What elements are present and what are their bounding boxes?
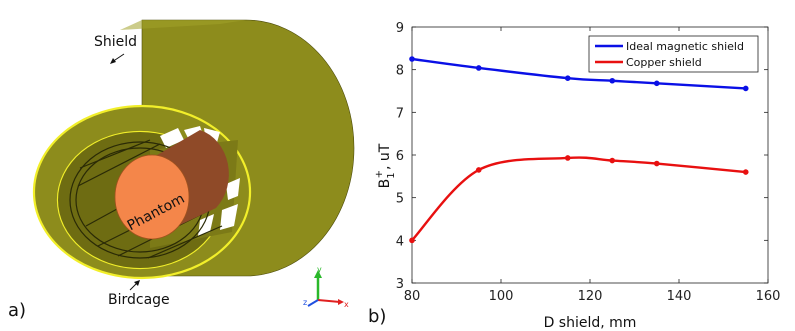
copper-shield-point xyxy=(609,157,616,164)
y-tick-label: 8 xyxy=(396,64,404,79)
shield-annotation: Shield xyxy=(94,34,137,50)
copper-shield-point xyxy=(653,160,660,167)
axis-y-label: y xyxy=(317,265,322,274)
axes-triad-icon: y x z xyxy=(303,265,349,309)
ideal-magnetic-shield-line xyxy=(411,57,746,90)
copper-shield-point xyxy=(409,237,415,244)
axis-x-label: x xyxy=(344,300,349,309)
birdcage-annotation: Birdcage xyxy=(108,292,170,308)
shield-top-highlight xyxy=(120,20,246,30)
legend-box xyxy=(588,35,759,73)
x-tick-label: 120 xyxy=(578,289,603,304)
birdcage-pointer-arrow-icon xyxy=(134,280,140,286)
ideal-magnetic-shield-point xyxy=(653,80,660,87)
copper-shield-legend-label: Copper shield xyxy=(626,56,702,69)
phantom-face xyxy=(114,154,190,240)
ideal-magnetic-shield-point xyxy=(409,56,415,62)
x-tick-label: 140 xyxy=(667,289,692,304)
svg-text:B1+, uT: B1+, uT xyxy=(374,143,397,188)
copper-shield-point xyxy=(475,167,482,173)
y-tick-label: 5 xyxy=(396,192,404,207)
b1-vs-shield-diameter-chart: 80 100 120 140 160 3 4 5 6 7 8 9 Ideal magnetic shi… xyxy=(374,21,780,331)
copper-shield-point xyxy=(564,155,571,161)
x-tick-label: 160 xyxy=(756,289,781,304)
y-tick-label: 9 xyxy=(396,21,404,36)
x-axis-label: D shield, mm xyxy=(544,315,637,331)
x-tick-label: 80 xyxy=(404,289,421,304)
ideal-magnetic-shield-point xyxy=(475,65,482,71)
chart-legend: Ideal magnetic shield Copper shield xyxy=(588,35,759,73)
panel-a-label: a) xyxy=(8,300,27,321)
chart-series xyxy=(409,56,749,244)
ideal-magnetic-shield-point xyxy=(564,75,571,81)
chart-axes: 80 100 120 140 160 3 4 5 6 7 8 9 xyxy=(396,21,781,304)
copper-shield-point xyxy=(742,169,749,175)
panel-b-label: b) xyxy=(368,306,387,327)
y-tick-label: 4 xyxy=(396,234,404,249)
copper-shield-line xyxy=(411,156,746,242)
ideal-magnetic-shield-legend-label: Ideal magnetic shield xyxy=(626,40,744,53)
y-axis-label: B1+, uT xyxy=(374,143,397,188)
y-tick-label: 6 xyxy=(396,149,404,164)
y-tick-label: 7 xyxy=(396,106,404,121)
ideal-magnetic-shield-point xyxy=(742,85,749,92)
x-tick-label: 100 xyxy=(489,289,514,304)
coil-model-illustration: Shield Phantom Birdcage y x z xyxy=(32,19,355,309)
y-tick-label: 3 xyxy=(396,277,404,292)
shield-pointer-arrow-icon xyxy=(110,58,116,64)
ideal-magnetic-shield-point xyxy=(609,77,616,84)
axis-z-label: z xyxy=(303,298,307,307)
